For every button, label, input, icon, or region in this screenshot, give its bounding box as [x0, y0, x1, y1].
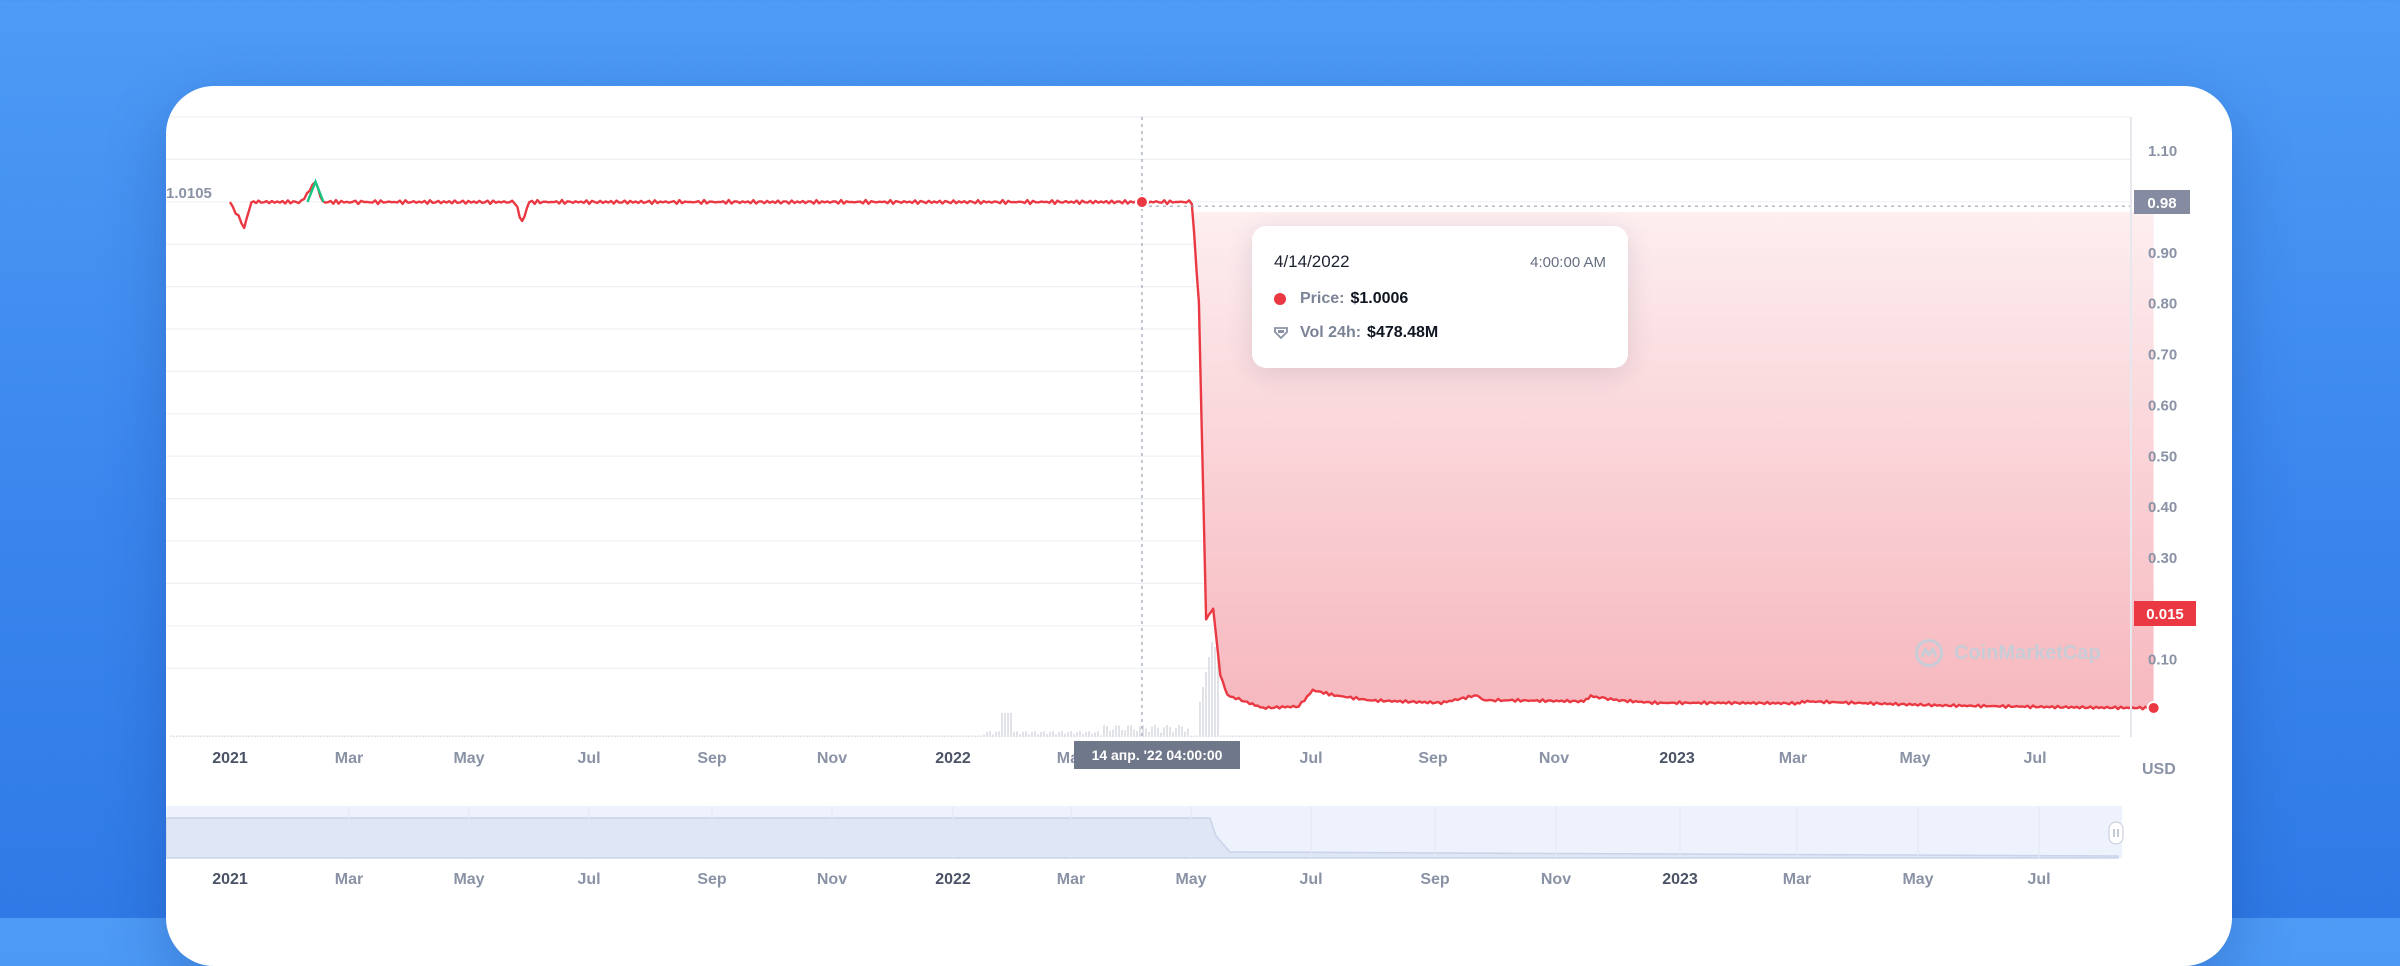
tooltip-time: 4:00:00 AM — [1530, 254, 1606, 271]
x-tick-label: May — [1899, 750, 1930, 767]
tooltip-price-row: Price: $1.0006 — [1274, 290, 1408, 308]
x-tick-label: Nov — [817, 750, 847, 767]
range-navigator[interactable] — [166, 806, 2124, 859]
x-tick-label: Jul — [577, 750, 600, 767]
volume-icon — [1274, 327, 1288, 340]
price-tooltip: 4/14/2022 4:00:00 AM Price: $1.0006 Vol … — [1252, 226, 1628, 368]
navigator-tick-label: May — [453, 871, 484, 888]
y-tick-label: 0.60 — [2148, 397, 2177, 414]
navigator-tick-label: Nov — [817, 871, 847, 888]
svg-text:0.015: 0.015 — [2146, 606, 2184, 623]
crosshair-point[interactable] — [1134, 195, 1149, 209]
x-tick-label: Nov — [1539, 750, 1569, 767]
y-axis-divider — [2130, 117, 2132, 737]
price-line — [228, 180, 2154, 711]
y-tick-label: 0.10 — [2148, 652, 2177, 669]
y-tick-label: 1.10 — [2148, 143, 2177, 160]
x-tick-label: Mar — [1779, 750, 1807, 767]
tooltip-price-label: Price: — [1300, 290, 1345, 307]
x-tick-label: 2021 — [212, 750, 248, 767]
navigator-tick-label: May — [1175, 871, 1206, 888]
navigator-tick-label: Mar — [335, 871, 363, 888]
x-tick-label: Sep — [1418, 750, 1448, 767]
navigator-tick-label: Mar — [1783, 871, 1811, 888]
y-tick-label: 0.70 — [2148, 347, 2177, 364]
ref-badge: 0.98 — [2134, 190, 2190, 214]
navigator-x-axis: 2021 Mar May Jul Sep Nov 2022 Mar May Jul Sep Nov 20… — [212, 871, 2050, 888]
tooltip-volume-value: $478.48M — [1367, 324, 1439, 341]
x-tick-label: Jul — [2023, 750, 2046, 767]
volume-bars — [170, 642, 2119, 737]
navigator-tick-label: Mar — [1057, 871, 1085, 888]
price-dot-icon — [1274, 293, 1286, 305]
y-tick-label: 0.90 — [2148, 245, 2177, 262]
x-tick-label: Sep — [697, 750, 727, 767]
price-chart[interactable]: 1.101.000.900.800.700.600.500.400.300.20… — [0, 0, 2400, 918]
left-price-label: 1.0105 — [166, 185, 212, 202]
x-tick-label: May — [453, 750, 484, 767]
tooltip-volume-row: Vol 24h: $478.48M — [1274, 324, 1438, 342]
navigator-tick-label: Nov — [1541, 871, 1571, 888]
coinmarketcap-logo-icon — [1915, 639, 1943, 667]
navigator-tick-label: 2022 — [935, 871, 971, 888]
coinmarketcap-watermark: CoinMarketCap — [1914, 638, 2101, 668]
navigator-tick-label: Jul — [2027, 871, 2050, 888]
tooltip-price-value: $1.0006 — [1350, 290, 1409, 307]
navigator-tick-label: May — [1902, 871, 1933, 888]
y-tick-label: 0.30 — [2148, 550, 2177, 567]
y-tick-label: 0.40 — [2148, 499, 2177, 516]
y-tick-label: 0.80 — [2148, 296, 2177, 313]
crosshair-date-label: 14 апр. '22 04:00:00 — [1074, 741, 1240, 769]
tooltip-date: 4/14/2022 — [1274, 252, 1350, 271]
x-tick-label: 2022 — [935, 750, 971, 767]
navigator-tick-label: Jul — [1299, 871, 1322, 888]
x-tick-label: 2023 — [1659, 750, 1695, 767]
navigator-tick-label: Jul — [577, 871, 600, 888]
tooltip-volume-label: Vol 24h: — [1300, 324, 1362, 341]
navigator-tick-label: 2023 — [1662, 871, 1698, 888]
navigator-tick-label: Sep — [697, 871, 727, 888]
svg-text:0.98: 0.98 — [2147, 195, 2176, 212]
svg-text:14 апр. '22 04:00:00: 14 апр. '22 04:00:00 — [1092, 747, 1223, 763]
x-tick-label: Jul — [1299, 750, 1322, 767]
currency-label: USD — [2142, 761, 2176, 778]
watermark-text: CoinMarketCap — [1954, 641, 2101, 664]
navigator-handle[interactable] — [2108, 821, 2124, 845]
y-tick-label: 0.50 — [2148, 448, 2177, 465]
navigator-tick-label: Sep — [1420, 871, 1450, 888]
x-tick-label: Mar — [335, 750, 363, 767]
last-price-point — [2146, 700, 2161, 715]
current-price-badge: 0.015 — [2134, 601, 2196, 626]
price-line-up-segment — [306, 178, 325, 203]
navigator-tick-label: 2021 — [212, 871, 248, 888]
